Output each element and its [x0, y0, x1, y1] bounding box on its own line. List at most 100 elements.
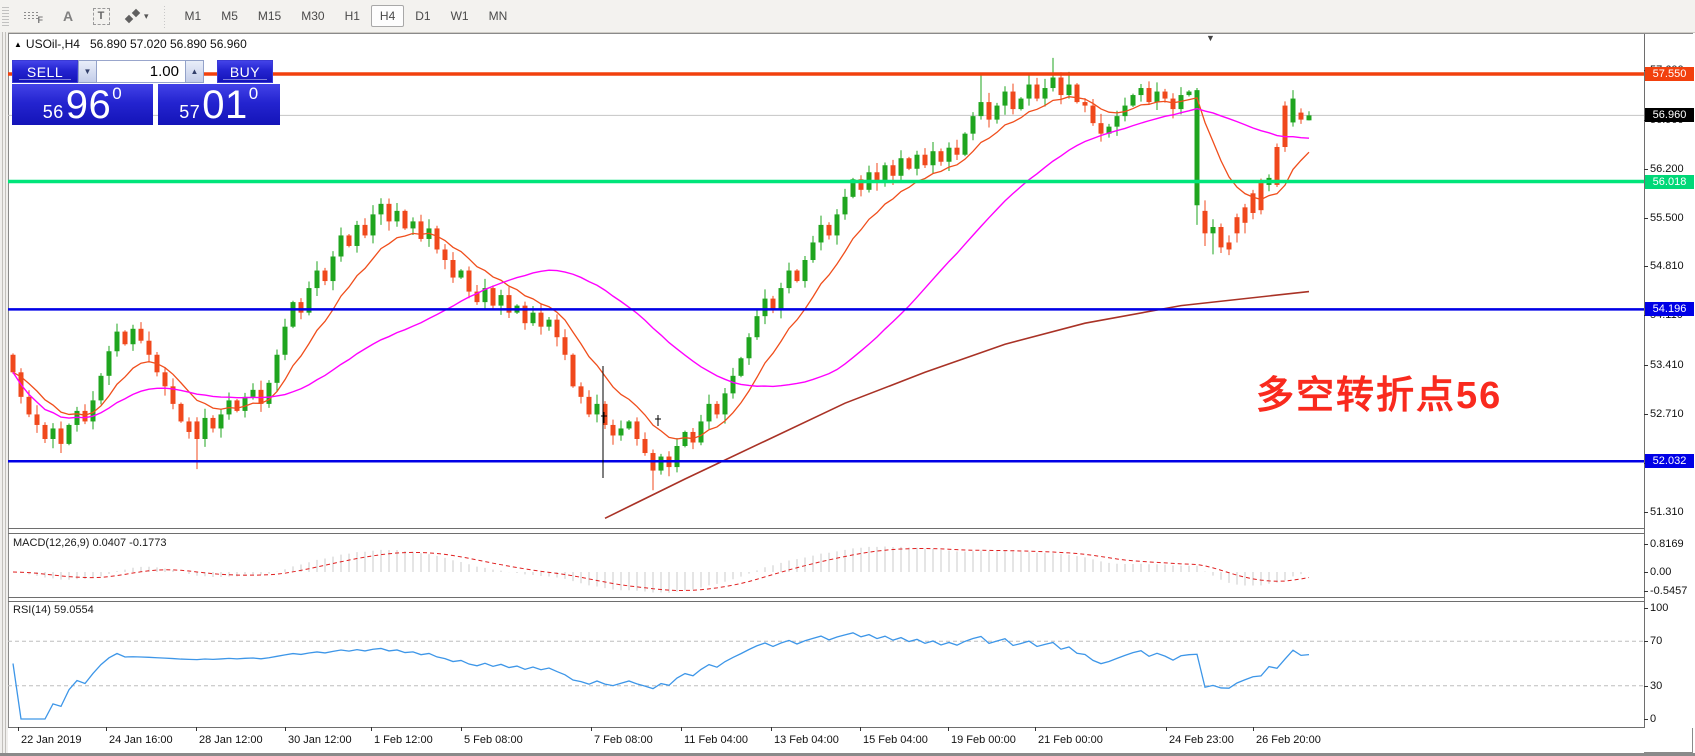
ma-mid-line — [12, 107, 1310, 419]
rsi-label: RSI(14) 59.0554 — [13, 604, 94, 616]
price-tick-label: 54.810 — [1650, 260, 1684, 273]
macd-tick-dash — [1644, 590, 1648, 592]
date-tick-dash — [948, 727, 949, 731]
candle-body — [1002, 91, 1008, 106]
text-label-icon[interactable]: A — [56, 4, 80, 28]
candle-body — [634, 421, 640, 439]
main-chart-plot[interactable] — [8, 34, 1644, 528]
timeframe-button-m5[interactable]: M5 — [221, 9, 238, 23]
candle-body — [1234, 217, 1240, 234]
macd-plot[interactable] — [8, 534, 1644, 597]
candle-body — [202, 417, 208, 439]
date-tick-label: 19 Feb 00:00 — [951, 734, 1016, 746]
cycle-lines-button[interactable]: ▾ — [124, 4, 149, 28]
chart-info-line: ▲ USOil-,H4 56.890 57.020 56.890 56.960 — [14, 37, 247, 51]
rsi-plot[interactable] — [8, 602, 1644, 727]
chevron-down-icon[interactable]: ▾ — [144, 10, 149, 21]
date-tick-label: 26 Feb 20:00 — [1256, 734, 1321, 746]
candle-body — [194, 421, 200, 439]
timeframe-button-h4[interactable]: H4 — [370, 5, 405, 27]
date-tick-label: 28 Jan 12:00 — [199, 734, 263, 746]
candle-body — [466, 270, 472, 292]
buy-price-display[interactable]: 57 01 0 — [158, 84, 280, 125]
candle-body — [858, 179, 864, 190]
date-tick-dash — [860, 727, 861, 731]
price-axis-border — [1644, 34, 1645, 728]
date-tick-dash — [461, 727, 462, 731]
timeframe-button-m15[interactable]: M15 — [257, 9, 282, 23]
candle-body — [722, 393, 728, 415]
volume-input[interactable] — [97, 60, 185, 83]
buy-price-big: 01 — [202, 83, 248, 127]
price-tick-dash — [1644, 413, 1648, 415]
left-panel-splitter[interactable] — [0, 32, 8, 753]
candle-body — [362, 224, 368, 236]
candle-body — [338, 235, 344, 257]
candle-body — [874, 172, 880, 183]
candle-body — [1202, 210, 1208, 234]
candle-body — [530, 312, 536, 324]
candle-body — [506, 295, 512, 313]
date-tick-label: 22 Jan 2019 — [21, 734, 82, 746]
candle-body — [50, 428, 56, 439]
text-box-icon[interactable]: T — [89, 4, 113, 28]
candle-body — [674, 446, 680, 468]
candle-body — [122, 331, 128, 345]
indicators-fence-icon[interactable]: F — [21, 4, 45, 28]
candle-body — [522, 305, 528, 324]
sell-price-display[interactable]: 56 96 0 — [12, 84, 153, 125]
date-tick-dash — [196, 727, 197, 731]
toolbar: F A T ▾ M1 M5 M15 M30 H1 H4 D1 W1 MN — [0, 0, 1695, 33]
candle-body — [754, 316, 760, 338]
candle-body — [610, 424, 616, 436]
timeframe-button-mn[interactable]: MN — [488, 9, 508, 23]
separator-macd-rsi[interactable] — [8, 597, 1644, 598]
status-bar-edge — [0, 753, 1695, 756]
candle-body — [602, 403, 608, 425]
volume-increase-button[interactable]: ▲ — [185, 60, 204, 83]
date-tick-label: 7 Feb 08:00 — [594, 734, 653, 746]
candle-body — [26, 396, 32, 415]
timeframe-button-h1[interactable]: H1 — [344, 9, 360, 23]
candle-body — [1026, 84, 1032, 99]
candle-body — [978, 102, 984, 117]
candle-body — [714, 403, 720, 415]
candle-body — [810, 242, 816, 261]
buy-button[interactable]: BUY — [217, 60, 273, 83]
candle-body — [1082, 102, 1088, 106]
price-tick-dash — [1644, 168, 1648, 170]
price-tick-label: 55.500 — [1650, 211, 1684, 224]
candle-body — [1018, 98, 1024, 110]
candle-body — [802, 260, 808, 282]
candle-body — [450, 260, 456, 278]
candle-body — [114, 331, 120, 352]
candle-body — [322, 270, 328, 282]
timeframe-button-m1[interactable]: M1 — [184, 9, 202, 23]
candle-body — [962, 133, 968, 155]
timeframe-button-w1[interactable]: W1 — [450, 9, 469, 23]
candle-body — [546, 319, 552, 327]
rsi-tick-label: 30 — [1650, 679, 1663, 692]
rsi-line — [12, 632, 1310, 720]
candle-body — [770, 298, 776, 310]
candle-body — [1042, 88, 1048, 99]
candle-body — [738, 358, 744, 376]
volume-decrease-button[interactable]: ▼ — [78, 60, 97, 83]
candle-body — [1258, 182, 1264, 211]
timeframe-button-m30[interactable]: M30 — [301, 9, 325, 23]
rsi-tick-label: 100 — [1650, 602, 1669, 614]
sell-button[interactable]: SELL — [12, 60, 78, 83]
separator-main-macd[interactable] — [8, 528, 1644, 529]
candle-body — [378, 203, 384, 215]
buy-price-small: 57 — [179, 102, 201, 122]
candle-body — [170, 386, 176, 404]
candle-body — [218, 414, 224, 429]
toolbar-grip[interactable] — [2, 5, 9, 27]
date-tick-dash — [106, 727, 107, 731]
chart-shift-marker-icon[interactable]: ▼ — [1206, 33, 1215, 43]
candle-body — [58, 428, 64, 444]
timeframe-button-d1[interactable]: D1 — [415, 9, 431, 23]
candle-body — [794, 270, 800, 282]
candle-body — [1138, 88, 1144, 96]
